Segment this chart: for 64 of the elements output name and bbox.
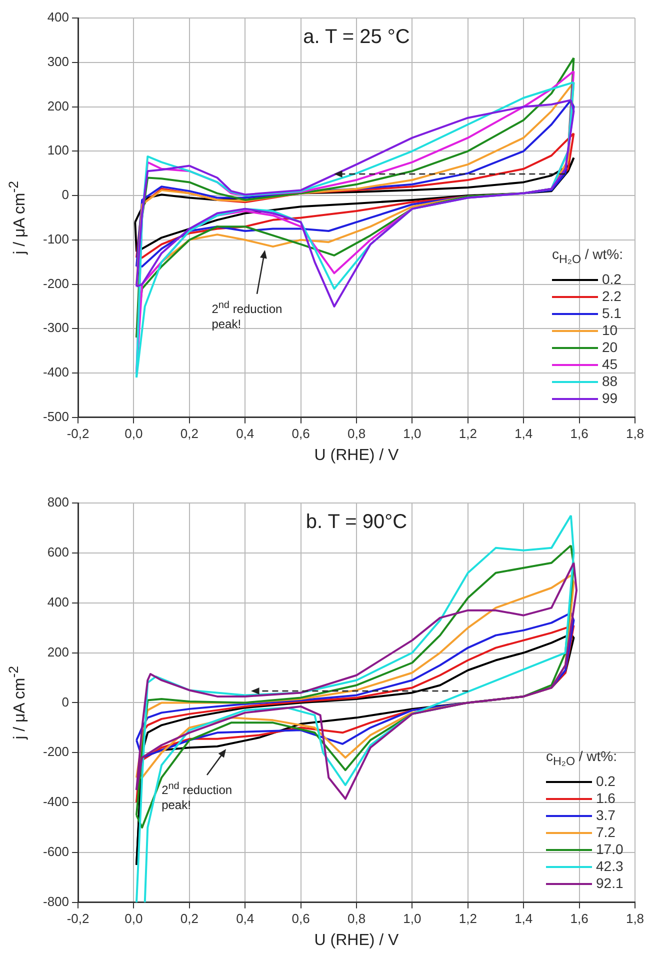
legend-title: c$_{H₂O}$ / wt%: [552, 246, 624, 268]
x-tick-label: 0,8 [347, 910, 366, 926]
legend-label: 3.7 [595, 807, 616, 824]
x-tick-label: 1,2 [458, 910, 477, 926]
x-tick-label: 0,6 [292, 910, 310, 926]
chart-title: b. T = 90°C [304, 511, 408, 534]
y-tick-label: -500 [42, 408, 70, 424]
y-tick-label: 200 [47, 644, 70, 660]
x-tick-label: 0,2 [180, 426, 198, 441]
legend-label: 5.1 [601, 305, 622, 322]
x-tick-label: 0,4 [236, 426, 254, 441]
legend-label: 88 [601, 373, 619, 390]
x-tick-label: -0,2 [66, 426, 90, 441]
x-tick-label: 1,6 [570, 910, 588, 926]
legend-label: 99 [601, 390, 619, 408]
annotation: 2$^{nd}$ reduction peak! [212, 298, 284, 332]
x-tick-label: 1,0 [403, 910, 422, 926]
y-tick-label: -400 [42, 364, 70, 380]
y-tick-label: 400 [47, 594, 70, 610]
legend-label: 10 [601, 322, 619, 340]
legend-label: 0.2 [595, 773, 616, 790]
y-tick-label: -200 [42, 744, 70, 760]
y-tick-label: 100 [47, 142, 70, 158]
legend-label: 1.6 [595, 790, 616, 808]
legend-label: 7.2 [595, 824, 616, 842]
legend-label: 92.1 [595, 875, 624, 892]
x-tick-label: 0,8 [347, 426, 366, 441]
y-tick-label: -100 [42, 231, 70, 246]
y-tick-label: 300 [47, 54, 70, 69]
legend-label: 0.2 [601, 271, 622, 288]
y-tick-label: -800 [42, 894, 70, 909]
x-tick-label: -0,2 [66, 910, 90, 926]
legend-label: 42.3 [595, 858, 624, 876]
y-tick-label: -300 [42, 320, 70, 336]
y-tick-label: 600 [47, 544, 70, 560]
x-tick-label: 1,4 [514, 426, 533, 441]
y-tick-label: -200 [42, 276, 70, 291]
x-tick-label: 1,4 [514, 910, 533, 926]
x-tick-label: 1,8 [626, 910, 644, 926]
x-tick-label: 0,6 [292, 426, 310, 441]
x-tick-label: 0,2 [180, 910, 198, 926]
y-tick-label: 0 [62, 694, 70, 710]
y-tick-label: -400 [42, 794, 70, 810]
legend-label: 2.2 [601, 288, 622, 306]
chart-title: a. T = 25 °C [302, 26, 411, 49]
x-tick-label: 1,2 [458, 426, 477, 441]
x-tick-label: 0,4 [236, 910, 254, 926]
x-axis-title: U (RHE) / V [313, 932, 400, 950]
x-tick-label: 1,6 [570, 426, 588, 441]
legend-label: 20 [601, 339, 619, 356]
y-tick-label: -600 [42, 844, 70, 860]
legend-title: c$_{H₂O}$ / wt%: [546, 748, 618, 770]
y-tick-label: 400 [47, 10, 70, 25]
y-tick-label: 200 [47, 98, 70, 114]
x-tick-label: 0,0 [124, 910, 143, 926]
x-tick-label: 1,8 [626, 426, 644, 441]
x-tick-label: 1,0 [403, 426, 422, 441]
legend-label: 17.0 [595, 841, 624, 858]
y-tick-label: 800 [47, 494, 70, 510]
legend-label: 45 [601, 356, 619, 374]
x-axis-title: U (RHE) / V [313, 447, 400, 466]
y-tick-label: 0 [62, 187, 70, 202]
x-tick-label: 0,0 [124, 426, 143, 441]
annotation: 2$^{nd}$ reduction peak! [162, 780, 234, 813]
